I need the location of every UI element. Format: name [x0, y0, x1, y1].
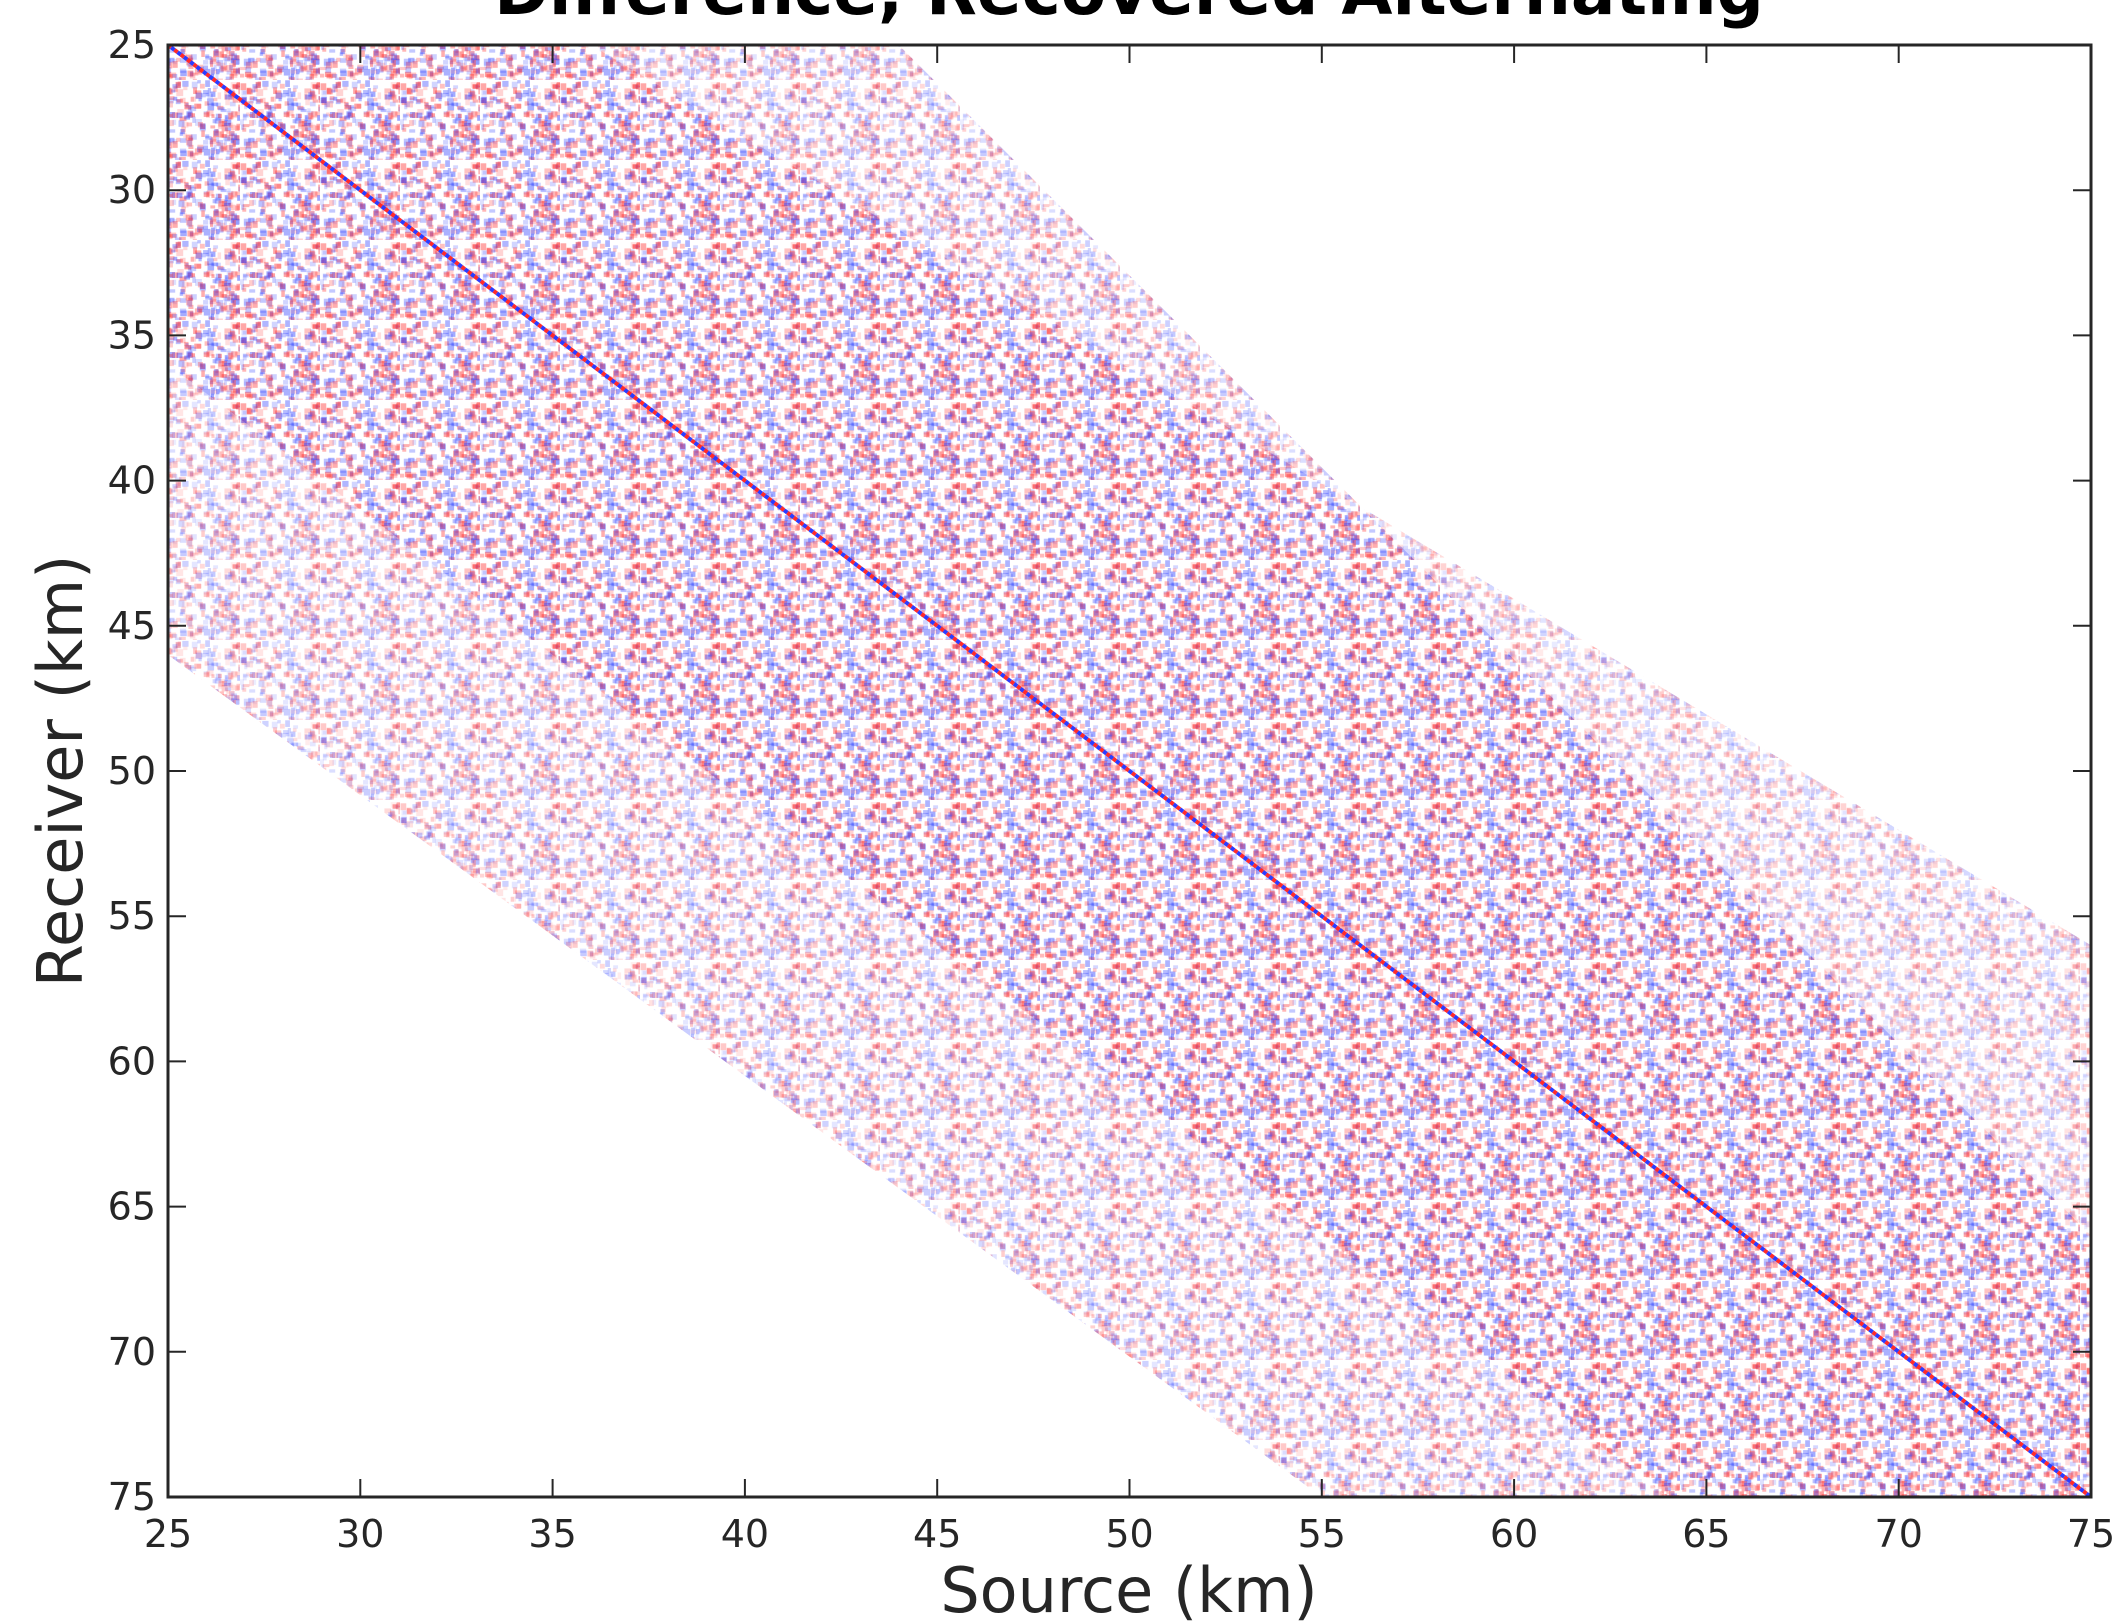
x-tick-label: 50 — [1105, 1512, 1153, 1556]
diagonal — [168, 45, 2091, 1497]
heatmap — [168, 45, 2091, 1497]
x-tick-label: 75 — [2067, 1512, 2115, 1556]
x-tick-label: 25 — [144, 1512, 192, 1556]
y-tick-label: 70 — [108, 1330, 156, 1374]
x-tick-label: 65 — [1682, 1512, 1730, 1556]
y-tick-label: 40 — [108, 459, 156, 503]
chart-title: Difference, Recovered Alternating — [494, 0, 1764, 30]
y-tick-label: 30 — [108, 168, 156, 212]
y-axis-label: Receiver (km) — [24, 555, 97, 988]
x-tick-label: 55 — [1298, 1512, 1346, 1556]
y-tick-label: 35 — [108, 313, 156, 357]
x-tick-label: 35 — [528, 1512, 576, 1556]
y-tick-label: 65 — [108, 1185, 156, 1229]
y-tick-label: 45 — [108, 604, 156, 648]
diagonal — [168, 45, 2091, 1497]
x-tick-label: 70 — [1875, 1512, 1923, 1556]
x-tick-label: 60 — [1490, 1512, 1538, 1556]
y-tick-label: 75 — [108, 1475, 156, 1519]
x-tick-label: 30 — [336, 1512, 384, 1556]
y-tick-label: 50 — [108, 749, 156, 793]
y-tick-label: 60 — [108, 1039, 156, 1083]
y-tick-label: 55 — [108, 894, 156, 938]
x-tick-label: 40 — [721, 1512, 769, 1556]
x-axis-label: Source (km) — [940, 1554, 1317, 1624]
x-tick-label: 45 — [913, 1512, 961, 1556]
y-tick-label: 25 — [108, 23, 156, 67]
